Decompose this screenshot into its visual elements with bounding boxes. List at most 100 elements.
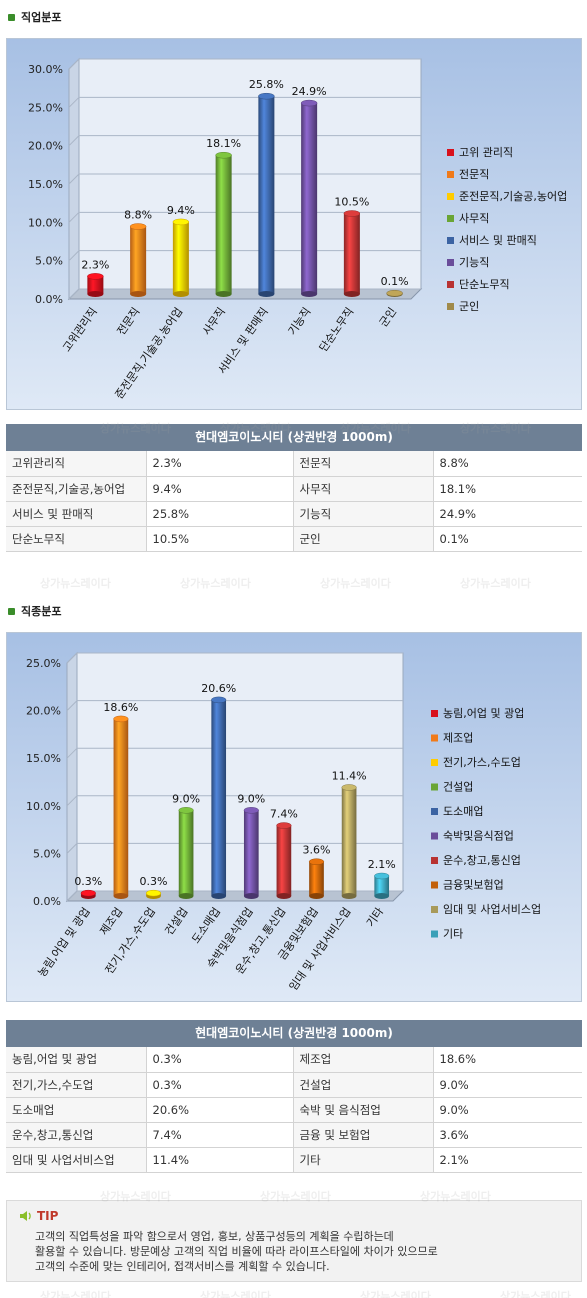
table-row: 고위관리직 2.3% 전문직 8.8% [6,451,582,477]
x-tick-label: 전문직 [115,305,143,337]
bar-body [374,876,390,896]
bar [374,872,390,899]
table-cell-value: 10.5% [146,526,294,552]
data-label: 0.3% [74,875,102,888]
y-tick-label: 20.0% [28,140,63,153]
x-tick-label: 제조업 [97,905,125,937]
legend-swatch [447,303,454,310]
x-tick-label: 기타 [364,905,386,929]
legend-swatch [447,237,454,244]
occupation-chart-panel: 0.0% 5.0% 10.0% 15.0% 20.0% 25.0% 30.0% 2.3% 고위관… [6,38,582,410]
table-cell-value: 24.9% [433,501,582,527]
chart-floor [67,288,423,300]
watermark: 상가뉴스레이다 [180,577,251,590]
data-label: 9.0% [172,792,200,805]
x-tick-label: 도소매업 [189,905,223,946]
table-cell-value: 3.6% [433,1122,582,1148]
data-label: 9.0% [237,792,265,805]
watermark: 상가뉴스레이다 [340,422,411,435]
gridline [66,890,403,902]
tip-line: 고객의 수준에 맞는 인테리어, 접객서비스를 계획할 수 있습니다. [35,1260,330,1273]
x-tick-label: 농림,어업 및 광업 [35,905,92,979]
legend-label: 전기,가스,수도업 [443,756,521,769]
tip-header: TIP [19,1209,58,1223]
bar-top [243,807,259,814]
table-cell-label: 운수,창고,통신업 [6,1122,147,1148]
y-tick-label: 15.0% [26,752,61,765]
table-cell-label: 단순노무직 [6,526,147,552]
bar [258,92,275,297]
bar-top [215,151,232,159]
legend-swatch [447,215,454,222]
bar [172,218,190,297]
legend-label: 제조업 [443,732,473,745]
bar-base [172,291,189,297]
data-label: 2.3% [81,258,109,271]
watermark: 상가뉴스레이다 [500,1290,571,1298]
bar-body [276,825,292,896]
legend-swatch [431,906,438,913]
y-tick-label: 5.0% [33,847,61,860]
bar [113,715,129,899]
bar-base [258,291,275,297]
table-cell-value: 0.1% [433,526,582,552]
bar [129,223,147,297]
y-tick-label: 25.0% [28,101,63,114]
legend-swatch [447,281,454,288]
legend-swatch [447,171,454,178]
watermark: 상가뉴스레이다 [460,577,531,590]
table-cell-value: 9.0% [433,1097,582,1123]
bar-body [172,221,189,294]
bar [308,858,325,899]
data-label: 24.9% [292,85,327,98]
section-bullet-icon [8,13,15,21]
table-row: 임대 및 사업서비스업 11.4% 기타 2.1% [6,1147,582,1173]
bar-top [129,223,147,230]
y-tick-label: 0.0% [35,293,63,306]
occupation-section-title: 직업분포 [21,11,62,24]
bar [341,784,357,899]
bar-body [215,155,232,294]
data-label: 9.4% [167,204,195,217]
watermark: 상가뉴스레이다 [460,422,531,435]
legend-label: 운수,창고,통신업 [443,854,521,867]
legend-swatch [431,808,438,815]
bar-body [243,810,259,896]
y-tick-label: 5.0% [35,255,63,268]
x-tick-label: 고위관리직 [60,305,100,354]
y-tick-label: 15.0% [28,178,63,191]
bar-top [113,715,129,723]
table-cell-label: 전기,가스,수도업 [6,1072,147,1098]
y-tick-label: 0.0% [33,895,61,908]
industry-table: 농림,어업 및 광업 0.3% 제조업 18.6% 전기,가스,수도업 0.3% 건설업 9.… [6,1047,582,1173]
bar [243,807,259,899]
bar-top [341,784,357,791]
table-row: 농림,어업 및 광업 0.3% 제조업 18.6% [6,1047,582,1073]
bar-base [211,893,227,899]
legend-label: 준전문직,기술공,농어업 [459,190,567,203]
watermark: 상가뉴스레이다 [40,577,111,590]
data-label: 8.8% [124,209,152,222]
bar-body [87,276,104,294]
bar-base [178,893,194,899]
data-label: 7.4% [270,808,298,821]
table-cell-label: 기능직 [293,501,434,527]
section-bullet-icon [8,607,15,615]
legend-label: 숙박및음식점업 [443,830,514,843]
bar [276,822,292,899]
bar-body [258,96,275,294]
data-label: 25.8% [249,78,284,91]
legend-label: 군인 [459,300,479,313]
table-row: 전기,가스,수도업 0.3% 건설업 9.0% [6,1072,582,1098]
table-cell-value: 7.4% [146,1122,294,1148]
speaker-icon [20,1211,31,1221]
table-cell-label: 기타 [293,1147,434,1173]
legend-label: 금융및보험업 [443,879,504,892]
x-tick-label: 사무직 [200,305,228,337]
table-row: 준전문직,기술공,농어업 9.4% 사무직 18.1% [6,476,582,502]
bar-top [308,858,325,865]
legend-swatch [431,710,438,717]
bar [178,807,194,899]
data-label: 18.6% [103,701,138,714]
y-tick-label: 20.0% [26,705,61,718]
